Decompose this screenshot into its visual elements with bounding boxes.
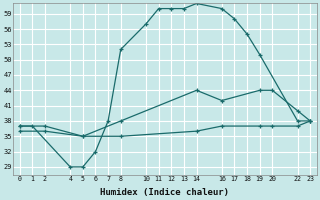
X-axis label: Humidex (Indice chaleur): Humidex (Indice chaleur)	[100, 188, 229, 197]
